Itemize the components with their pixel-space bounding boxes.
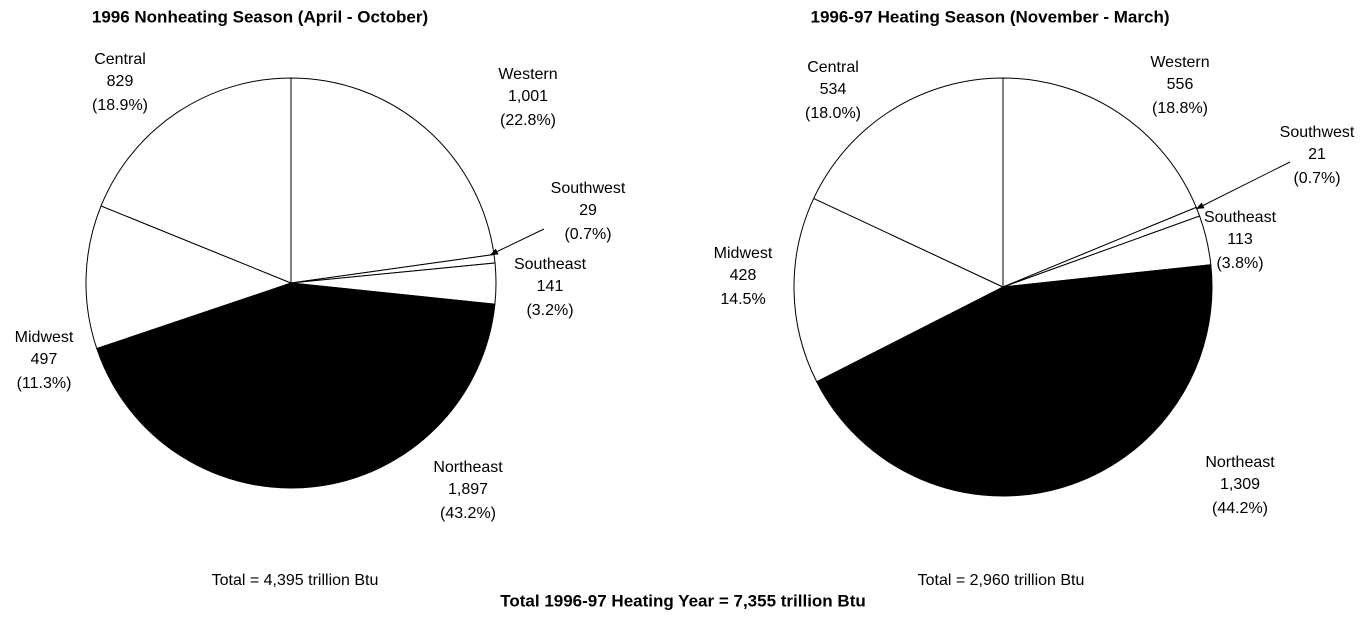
slice-label: Western (498, 66, 557, 83)
value-label: 829 (107, 73, 134, 90)
pie-slice (813, 77, 1004, 288)
slice-label: Western (1150, 54, 1209, 71)
value-label: 428 (730, 267, 757, 284)
value-label: 534 (820, 81, 847, 98)
value-label: 1,001 (508, 88, 548, 105)
slice-label: Southwest (551, 180, 626, 197)
slice-label: Central (94, 51, 146, 68)
total-note: Total = 4,395 trillion Btu (212, 572, 379, 589)
leader-arrow (489, 228, 545, 256)
pie-slice (85, 205, 293, 350)
pie-slice (100, 77, 292, 284)
value-label: 29 (579, 202, 597, 219)
percent-label: 14.5% (720, 291, 765, 308)
total-note: Total = 2,960 trillion Btu (918, 572, 1085, 589)
value-label: 556 (1167, 76, 1194, 93)
pie-slice (290, 77, 495, 284)
value-label: 21 (1308, 146, 1326, 163)
chart-title: 1996 Nonheating Season (April - October) (92, 7, 428, 26)
percent-label: (18.9%) (92, 97, 148, 114)
percent-label: (22.8%) (500, 112, 556, 129)
percent-label: (44.2%) (1212, 500, 1268, 517)
slice-label: Southeast (1204, 209, 1277, 226)
pie-slice (793, 197, 1005, 383)
caption: Total 1996-97 Heating Year = 7,355 trill… (500, 591, 865, 610)
percent-label: (3.8%) (1216, 255, 1263, 272)
percent-label: (0.7%) (564, 226, 611, 243)
percent-label: (43.2%) (440, 505, 496, 522)
slice-label: Southwest (1280, 124, 1355, 141)
value-label: 1,309 (1220, 476, 1260, 493)
pie-slice (96, 282, 496, 489)
slice-label: Southeast (514, 256, 587, 273)
value-label: 1,897 (448, 481, 488, 498)
slice-label: Northeast (433, 459, 503, 476)
pie-slice (816, 264, 1213, 497)
leader-arrow (1195, 161, 1291, 210)
chart-title: 1996-97 Heating Season (November - March… (810, 7, 1169, 26)
value-label: 113 (1227, 231, 1253, 248)
percent-label: (0.7%) (1293, 170, 1340, 187)
percent-label: (18.0%) (805, 105, 861, 122)
percent-label: (18.8%) (1152, 100, 1208, 117)
slice-label: Northeast (1205, 454, 1275, 471)
pie-slice (1002, 77, 1197, 288)
percent-label: (3.2%) (526, 302, 573, 319)
slice-label: Midwest (15, 329, 74, 346)
slice-label: Central (807, 59, 859, 76)
percent-label: (11.3%) (17, 375, 72, 392)
slice-label: Midwest (714, 245, 773, 262)
value-label: 141 (537, 278, 564, 295)
value-label: 497 (31, 351, 58, 368)
